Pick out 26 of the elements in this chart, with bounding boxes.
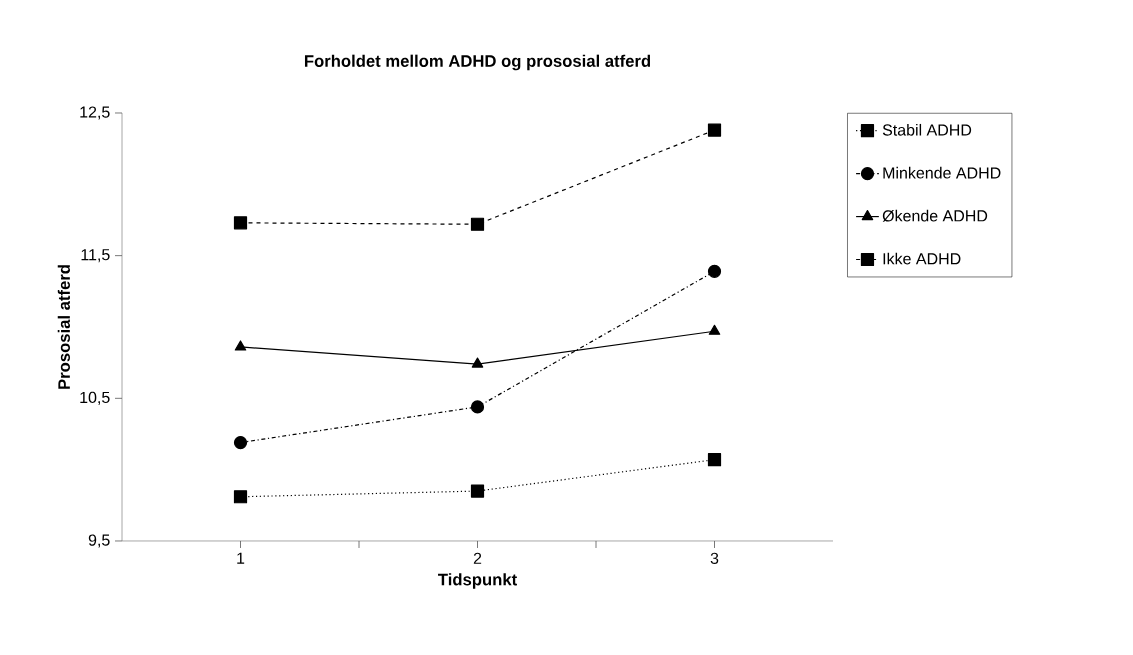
point — [470, 484, 485, 498]
legend-label: Ikke ADHD — [883, 252, 961, 265]
point — [233, 490, 248, 504]
point — [708, 324, 721, 335]
point — [707, 123, 722, 137]
point — [233, 216, 248, 230]
point — [707, 264, 722, 278]
point — [707, 453, 722, 467]
point — [470, 400, 485, 414]
y-tick-label: 9,5 — [88, 534, 110, 548]
y-tick-label: 11,5 — [81, 249, 110, 263]
legend-label: Stabil ADHD — [882, 123, 972, 136]
point — [471, 357, 484, 368]
x-tick-label: 3 — [710, 552, 719, 565]
chart-title: Forholdet mellom ADHD og prososial atferd — [304, 54, 651, 71]
y-tick-label: 10,5 — [80, 391, 110, 405]
point — [233, 435, 248, 450]
x-tick-label: 2 — [473, 552, 482, 564]
point — [470, 217, 485, 231]
legend-label: Minkende ADHD — [883, 166, 1001, 179]
x-axis-title: Tidspunkt — [438, 573, 517, 589]
point — [234, 340, 247, 351]
x-tick-label: 1 — [237, 552, 245, 564]
y-tick-label: 12,5 — [80, 106, 110, 120]
legend-label: Økende ADHD — [882, 209, 988, 222]
y-axis-title: Prososial atferd — [57, 265, 70, 389]
